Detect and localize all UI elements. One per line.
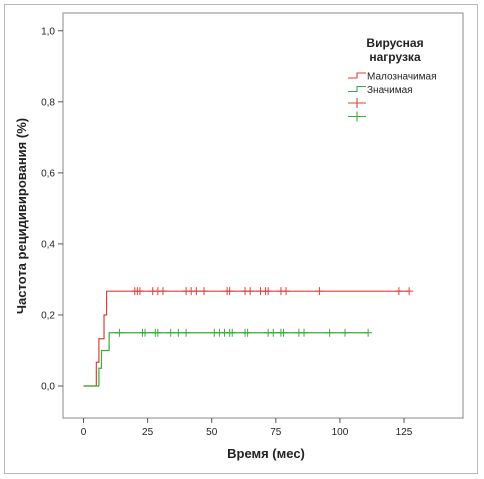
y-axis: 0,0 0,2 0,4 0,6 0,8 1,0: [41, 26, 63, 393]
legend-label: Малозначимая: [367, 72, 437, 83]
x-tick-label: 125: [396, 427, 413, 438]
legend-entries: Малозначимая Значимая: [348, 72, 437, 122]
series-line-1: [83, 332, 369, 387]
x-tick-label: 75: [270, 427, 282, 438]
y-tick-label: 0,2: [41, 310, 55, 321]
legend-title-line-1: Вирусная: [366, 36, 423, 50]
censor-mark-1: [141, 328, 150, 337]
censor-mark-1: [341, 328, 350, 337]
y-tick-label: 0,4: [41, 239, 55, 250]
legend-title-line-2: нагрузка: [369, 50, 421, 64]
censor-mark-0: [159, 287, 167, 296]
y-tick-label: 1,0: [41, 26, 55, 37]
censor-mark-1: [364, 328, 373, 337]
censor-mark-0: [246, 287, 255, 296]
censor-mark-1: [115, 328, 124, 337]
series-layer: [83, 287, 414, 387]
x-axis: 0 25 50 75 100 125: [81, 418, 413, 438]
plot-area: [62, 12, 464, 419]
x-tick-label: 50: [206, 427, 218, 438]
legend-label: Значимая: [367, 85, 413, 96]
censor-mark-1: [243, 328, 252, 337]
censor-mark-0: [200, 287, 209, 296]
y-tick-label: 0,8: [41, 97, 55, 108]
legend-censor-swatch: [348, 98, 366, 108]
censor-mark-1: [279, 328, 288, 337]
censor-mark-1: [166, 328, 175, 337]
x-tick-label: 25: [142, 427, 154, 438]
x-axis-title: Время (мес): [227, 446, 305, 461]
censor-mark-1: [174, 328, 183, 337]
censor-mark-1: [153, 328, 162, 337]
censor-mark-0: [405, 287, 414, 296]
legend: Вирусная нагрузка Малозначимая Значимая: [348, 36, 437, 122]
x-tick-label: 100: [332, 427, 349, 438]
censor-mark-0: [282, 287, 291, 296]
legend-censor-swatch: [348, 111, 366, 122]
x-tick-label: 0: [81, 427, 87, 438]
censor-mark-1: [182, 328, 191, 337]
legend-line-swatch: [348, 85, 366, 93]
censor-mark-0: [135, 287, 144, 296]
censor-mark-1: [325, 328, 334, 337]
censor-mark-1: [228, 328, 237, 337]
censor-mark-0: [315, 287, 324, 296]
censor-mark-0: [264, 287, 273, 296]
legend-line-swatch: [348, 72, 366, 79]
censor-mark-0: [192, 287, 201, 296]
y-tick-label: 0,0: [41, 382, 55, 393]
censor-mark-1: [300, 328, 309, 337]
censor-mark-1: [269, 328, 278, 337]
censor-mark-0: [394, 287, 403, 296]
chart-frame: [4, 4, 478, 474]
y-axis-title: Частота рецидивирования (%): [14, 118, 29, 314]
series-line-0: [83, 290, 410, 387]
y-tick-label: 0,6: [41, 168, 55, 179]
censor-mark-0: [225, 287, 234, 296]
